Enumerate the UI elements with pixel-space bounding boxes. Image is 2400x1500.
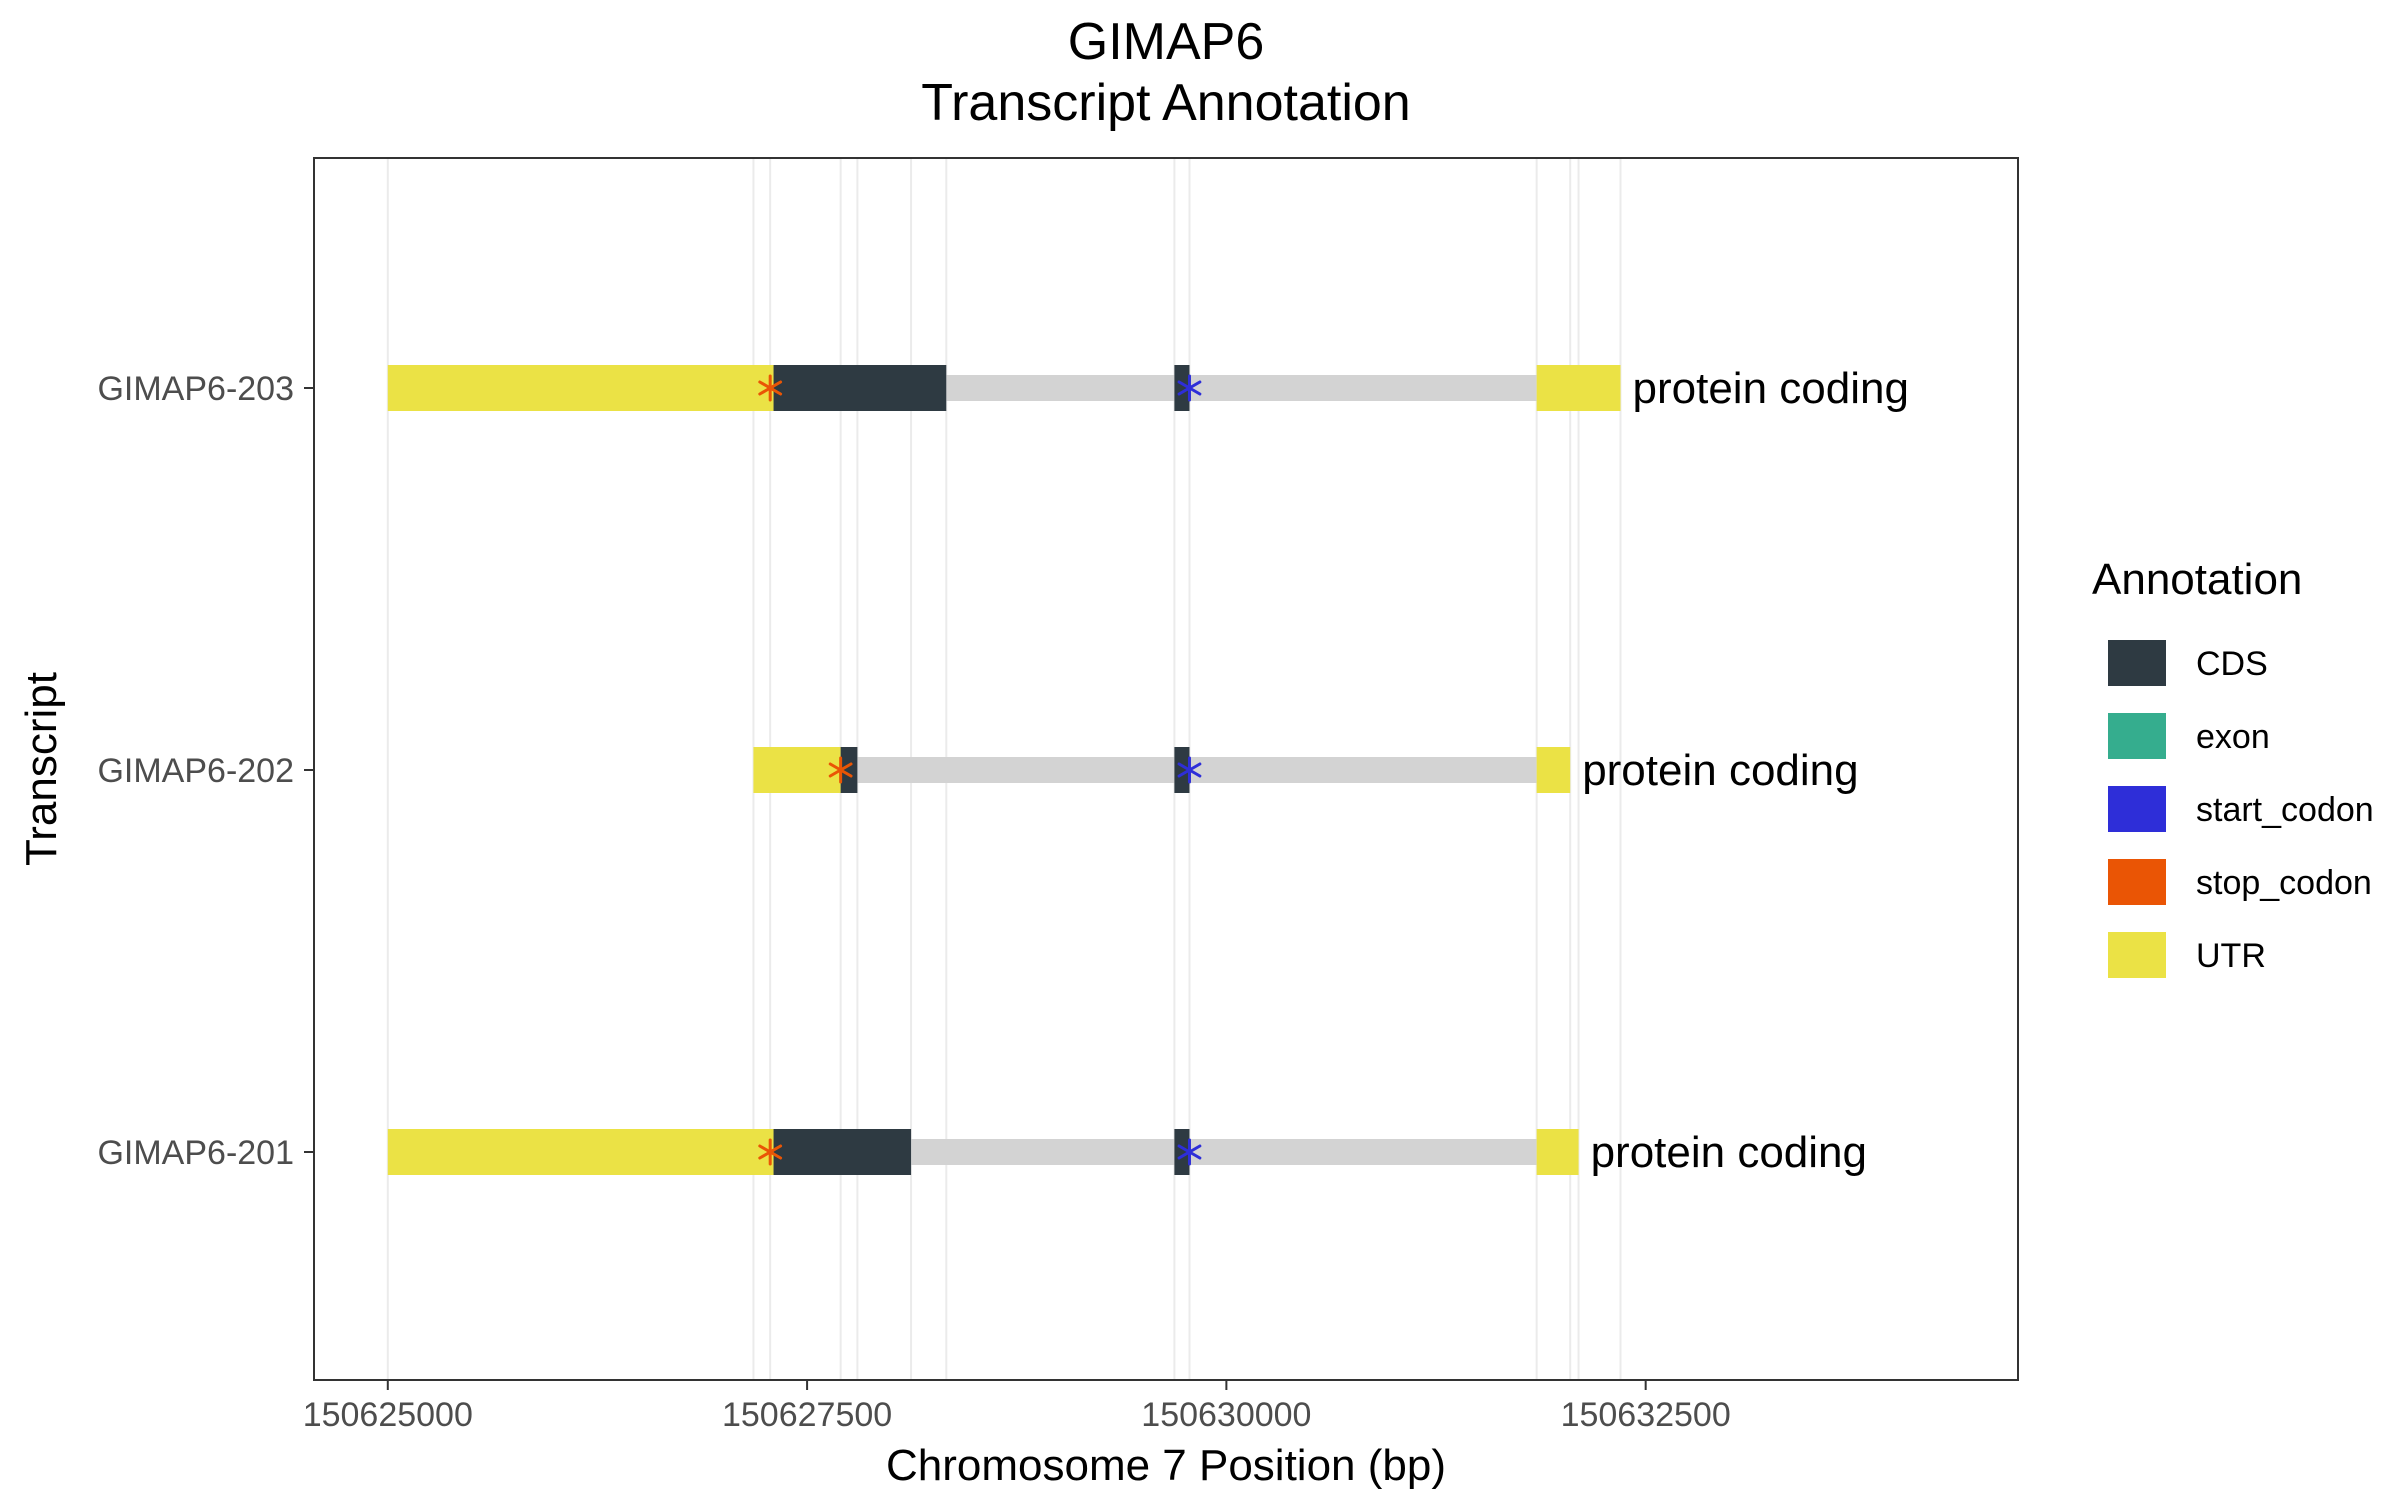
- x-tick-label: 150632500: [1561, 1396, 1731, 1434]
- cds-segment: [773, 365, 947, 411]
- legend-swatch: [2108, 640, 2166, 686]
- legend-label: UTR: [2196, 937, 2266, 975]
- y-tick-label: GIMAP6-202: [97, 752, 294, 790]
- codon-stroke: [758, 380, 783, 396]
- legend-swatch: [2108, 932, 2166, 978]
- legend-swatch: [2108, 859, 2166, 905]
- transcript-gimap6-203: protein coding: [387, 364, 1909, 413]
- intron-segment: [1189, 757, 1537, 783]
- legend-label: exon: [2196, 718, 2270, 756]
- stop-codon-marker: [828, 756, 853, 784]
- utr-segment: [1536, 365, 1621, 411]
- utr-segment: [753, 747, 841, 793]
- x-tick-label: 150627500: [722, 1396, 892, 1434]
- transcript-gimap6-202: protein coding: [753, 746, 1859, 795]
- tracks-layer: protein coding protein coding protein codi…: [387, 364, 1909, 1177]
- chart-title-line-2: Transcript Annotation: [921, 74, 1410, 132]
- chart-title-line-1: GIMAP6: [1068, 13, 1265, 71]
- start-codon-marker: [1177, 374, 1202, 402]
- stop-codon-marker: [758, 374, 783, 402]
- utr-segment: [387, 365, 774, 411]
- legend-label: start_codon: [2196, 791, 2374, 829]
- start-codon-marker: [1177, 1138, 1202, 1166]
- transcript-biotype-label: protein coding: [1591, 1128, 1867, 1177]
- x-tick-label: 150625000: [303, 1396, 473, 1434]
- cds-segment: [1174, 365, 1190, 411]
- utr-segment: [1536, 1129, 1579, 1175]
- transcript-biotype-label: protein coding: [1633, 364, 1909, 413]
- y-tick-label: GIMAP6-201: [97, 1134, 294, 1172]
- intron-segment: [911, 1139, 1175, 1165]
- utr-segment: [1536, 747, 1571, 793]
- utr-segment: [387, 1129, 774, 1175]
- codon-stroke: [1177, 380, 1202, 396]
- legend-entry-start-codon: start_codon: [2108, 786, 2374, 832]
- legend-entry-cds: CDS: [2108, 640, 2268, 686]
- cds-segment: [1174, 1129, 1190, 1175]
- x-tick-label: 150630000: [1141, 1396, 1311, 1434]
- x-axis: 150625000 150627500 150630000 150632500: [303, 1380, 1731, 1434]
- intron-segment: [1189, 375, 1537, 401]
- legend-entry-stop-codon: stop_codon: [2108, 859, 2372, 905]
- legend-label: stop_codon: [2196, 864, 2372, 902]
- x-axis-title: Chromosome 7 Position (bp): [886, 1441, 1446, 1490]
- codon-stroke: [758, 1144, 783, 1160]
- legend-title: Annotation: [2092, 555, 2302, 604]
- cds-segment: [773, 1129, 912, 1175]
- intron-segment: [1189, 1139, 1537, 1165]
- cds-segment: [1174, 747, 1190, 793]
- transcript-gimap6-201: protein coding: [387, 1128, 1867, 1177]
- codon-stroke: [1177, 1144, 1202, 1160]
- codon-stroke: [1177, 762, 1202, 778]
- legend-entry-utr: UTR: [2108, 932, 2266, 978]
- codon-stroke: [828, 762, 853, 778]
- legend-label: CDS: [2196, 645, 2268, 683]
- stop-codon-marker: [758, 1138, 783, 1166]
- y-axis-title: Transcript: [17, 672, 66, 866]
- cds-segment: [840, 747, 858, 793]
- transcript-biotype-label: protein coding: [1582, 746, 1858, 795]
- legend-entry-exon: exon: [2108, 713, 2270, 759]
- intron-segment: [946, 375, 1175, 401]
- y-axis: GIMAP6-203 GIMAP6-202 GIMAP6-201: [97, 370, 314, 1172]
- intron-segment: [857, 757, 1175, 783]
- start-codon-marker: [1177, 756, 1202, 784]
- legend: Annotation CDS exon start_codon stop_codon U…: [2092, 555, 2374, 978]
- y-tick-label: GIMAP6-203: [97, 370, 294, 408]
- legend-swatch: [2108, 786, 2166, 832]
- legend-swatch: [2108, 713, 2166, 759]
